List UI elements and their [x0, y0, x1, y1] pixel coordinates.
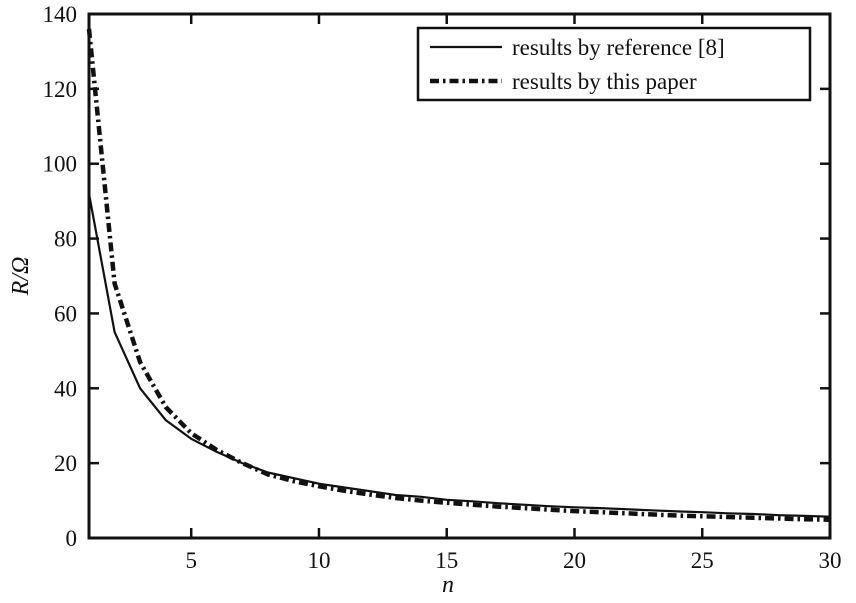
legend-label-this-paper: results by this paper [512, 69, 697, 94]
y-axis-ticks: 0 20 40 60 80 100 120 140 [43, 2, 830, 551]
x-tick-label: 30 [819, 548, 842, 573]
x-tick-label: 5 [185, 548, 197, 573]
plot-frame [87, 12, 832, 540]
x-tick-label: 10 [307, 548, 330, 573]
x-tick-label: 25 [691, 548, 714, 573]
y-tick-label: 40 [54, 376, 77, 401]
legend-box [416, 26, 812, 102]
series-line-this-paper [86, 28, 831, 522]
y-tick-label: 20 [54, 451, 77, 476]
y-tick-label: 80 [54, 227, 77, 252]
legend-label-reference: results by reference [8] [512, 35, 725, 60]
y-tick-label: 140 [43, 2, 78, 27]
y-axis-label: R/Ω [8, 257, 34, 297]
y-tick-label: 120 [43, 77, 78, 102]
series-line-reference [87, 193, 831, 518]
y-tick-label: 0 [66, 526, 78, 551]
x-tick-label: 20 [563, 548, 586, 573]
legend: results by reference [8] results by this… [416, 26, 812, 102]
y-tick-label: 60 [54, 301, 77, 326]
x-tick-label: 15 [435, 548, 458, 573]
y-tick-label: 100 [43, 152, 78, 177]
series-layer [86, 28, 831, 522]
x-axis-label: n [442, 572, 454, 598]
x-axis-ticks: 5 10 15 20 25 30 [185, 14, 842, 573]
